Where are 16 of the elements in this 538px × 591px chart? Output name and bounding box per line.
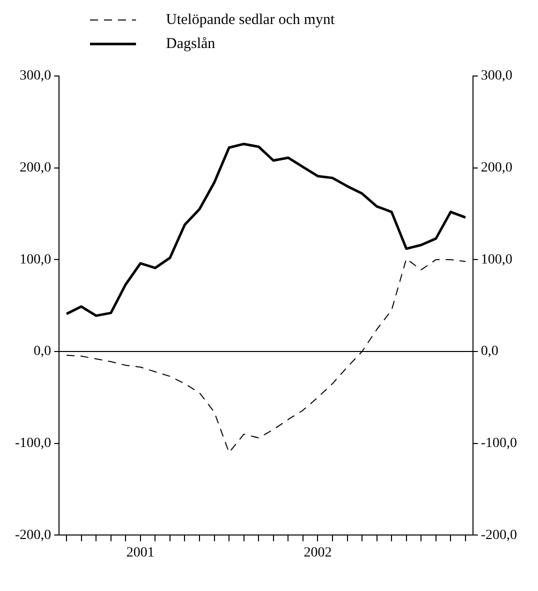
y2-tick-label: -100,0 [480, 436, 518, 452]
y-tick-label: 100,0 [20, 252, 52, 268]
y2-tick-label: 300,0 [480, 68, 512, 84]
y2-tick-label: 100,0 [480, 252, 512, 268]
y-tick-label: 0,0 [34, 344, 52, 360]
y-tick-label: -100,0 [14, 436, 52, 452]
y2-tick-label: 0,0 [480, 344, 498, 360]
y2-tick-label: -200,0 [480, 528, 518, 543]
legend-label: Utelöpande sedlar och mynt [166, 11, 335, 30]
legend-label: Dagslån [166, 35, 216, 54]
y2-tick-label: 200,0 [480, 160, 512, 176]
y-tick-label: -200,0 [14, 528, 52, 543]
y-tick-label: 200,0 [20, 160, 52, 176]
x-tick-label: 2002 [304, 545, 332, 560]
y-tick-label: 300,0 [20, 68, 52, 84]
x-tick-label: 2001 [126, 545, 154, 560]
